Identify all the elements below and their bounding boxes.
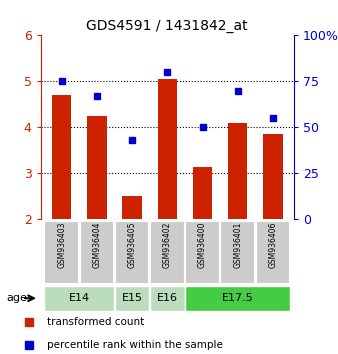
Text: GSM936400: GSM936400 — [198, 222, 207, 268]
Bar — [193, 166, 212, 219]
Text: transformed count: transformed count — [47, 316, 144, 327]
Text: E16: E16 — [157, 293, 178, 303]
Text: percentile rank within the sample: percentile rank within the sample — [47, 339, 222, 350]
FancyBboxPatch shape — [115, 285, 149, 311]
Text: age: age — [7, 293, 28, 303]
Text: GSM936405: GSM936405 — [128, 222, 137, 268]
Text: GSM936402: GSM936402 — [163, 222, 172, 268]
Text: GSM936401: GSM936401 — [233, 222, 242, 268]
Text: GSM936404: GSM936404 — [92, 222, 101, 268]
FancyBboxPatch shape — [150, 285, 185, 311]
FancyBboxPatch shape — [115, 221, 149, 284]
FancyBboxPatch shape — [256, 221, 290, 284]
FancyBboxPatch shape — [185, 221, 220, 284]
Text: E17.5: E17.5 — [222, 293, 254, 303]
Title: GDS4591 / 1431842_at: GDS4591 / 1431842_at — [87, 19, 248, 33]
Bar — [228, 123, 247, 219]
FancyBboxPatch shape — [44, 285, 114, 311]
FancyBboxPatch shape — [44, 221, 79, 284]
Bar — [52, 95, 71, 219]
FancyBboxPatch shape — [220, 221, 255, 284]
FancyBboxPatch shape — [185, 285, 290, 311]
FancyBboxPatch shape — [80, 221, 114, 284]
Bar — [263, 134, 283, 219]
Text: GSM936406: GSM936406 — [268, 222, 277, 268]
Text: E15: E15 — [122, 293, 143, 303]
FancyBboxPatch shape — [150, 221, 185, 284]
Text: E14: E14 — [69, 293, 90, 303]
Text: GSM936403: GSM936403 — [57, 222, 66, 268]
Bar — [122, 196, 142, 219]
Bar — [87, 116, 106, 219]
Bar — [158, 79, 177, 219]
